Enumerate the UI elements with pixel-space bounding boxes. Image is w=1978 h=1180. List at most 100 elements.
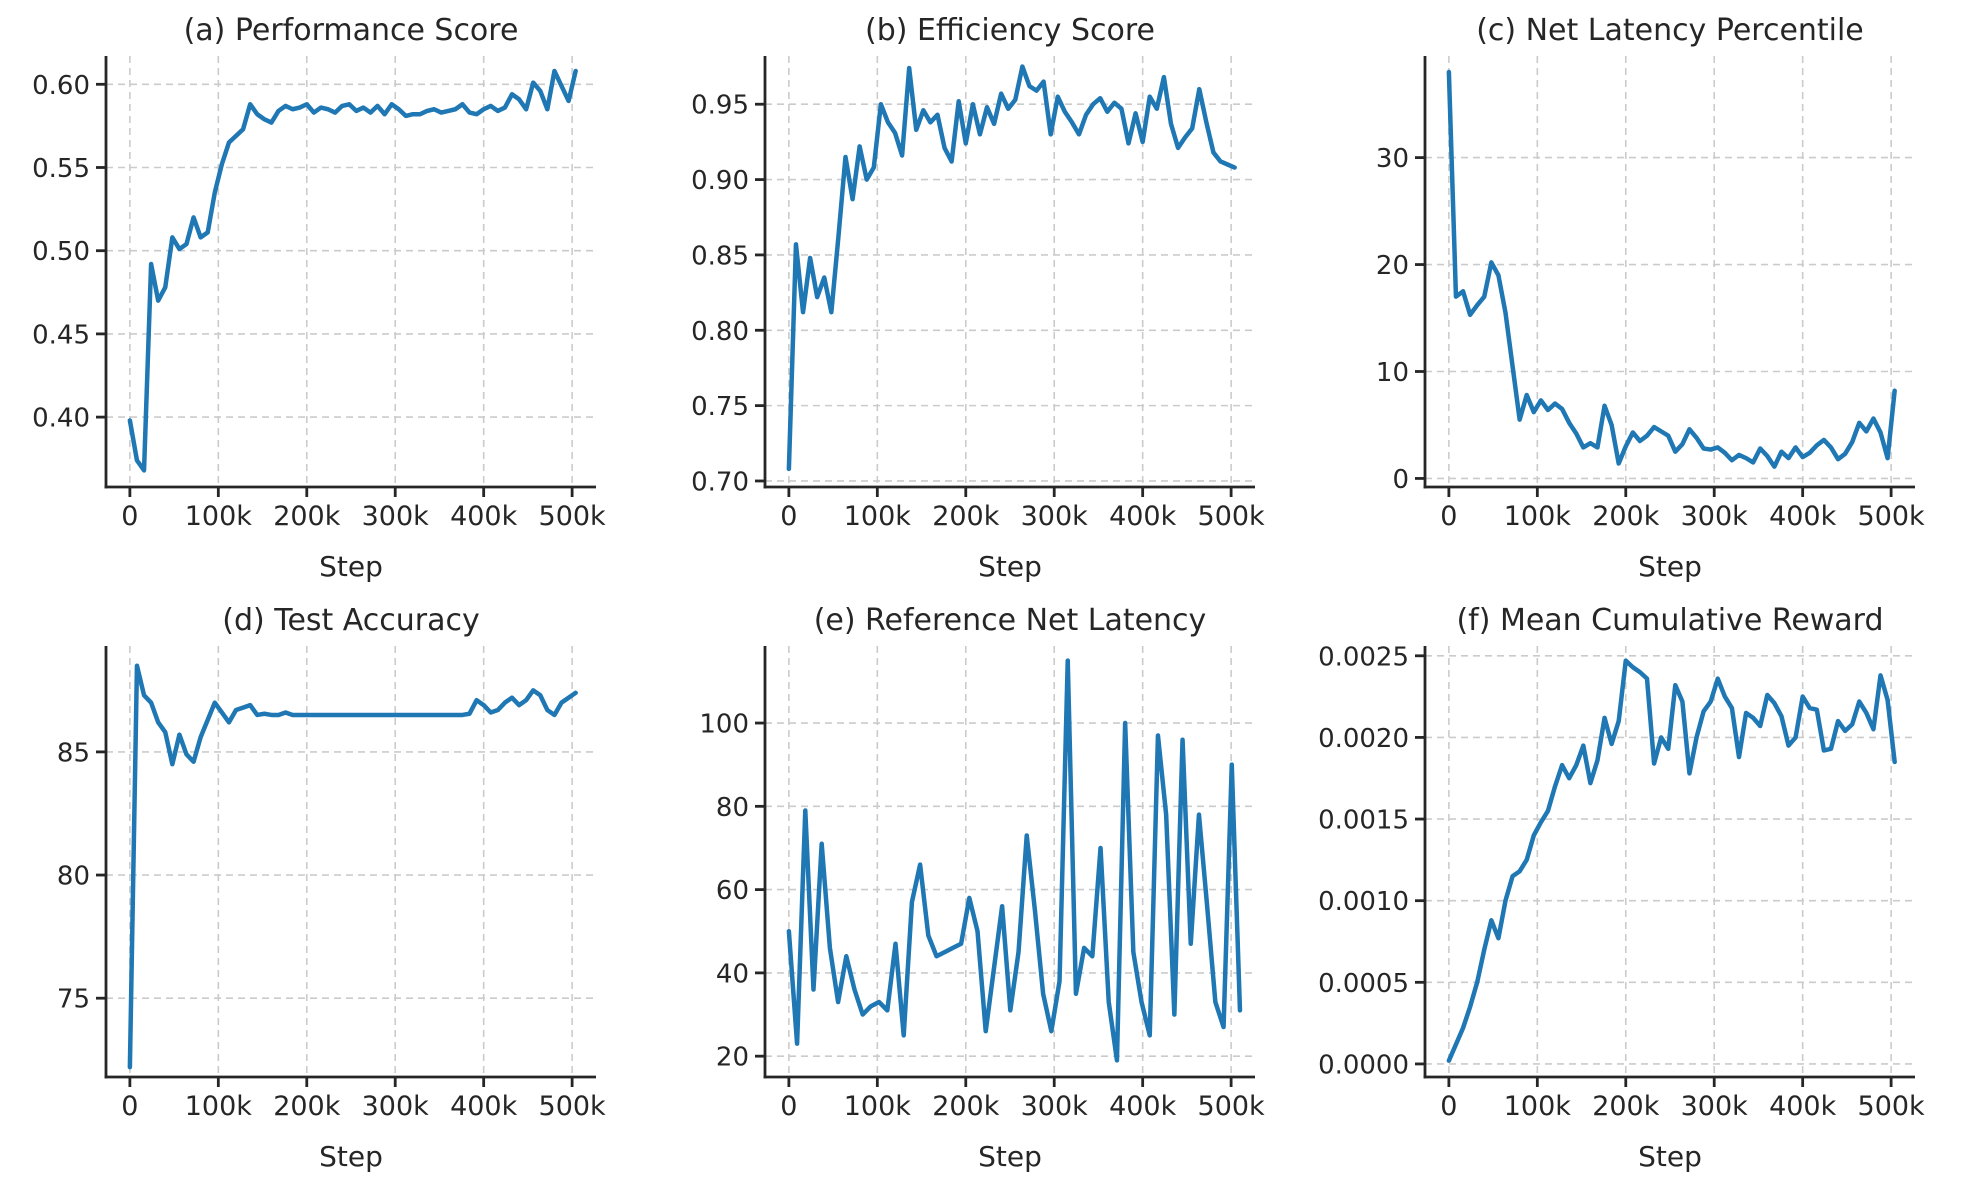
y-tick-label: 80 [716,793,749,823]
y-tick-label: 0.95 [691,91,749,121]
subplot-performance-score: 0 100k 200k 300k 400k 500k 0.40 0.45 0.50 0.55 0.6… [0,0,659,590]
x-tick-label: 100k [185,501,253,532]
x-axis-label: Step [1638,550,1702,583]
x-tick-label: 500k [1857,1091,1925,1122]
chart-canvas-a: 0 100k 200k 300k 400k 500k 0.40 0.45 0.50 0.55 0.6… [32,13,607,583]
y-tick-label: 0.0025 [1319,642,1409,672]
x-tick-label: 200k [1592,1091,1660,1122]
y-tick-label: 30 [1376,144,1409,174]
y-tick-label: 100 [700,710,750,740]
x-tick-label: 0 [121,1091,138,1122]
y-tick-label: 20 [1376,251,1409,281]
x-tick-label: 500k [539,501,607,532]
x-tick-label: 100k [844,501,912,532]
x-tick-label: 0 [781,501,798,532]
x-tick-label: 500k [1198,501,1266,532]
series-line [1446,69,1897,469]
chart-title: (f) Mean Cumulative Reward [1456,603,1883,638]
chart-title: (d) Test Accuracy [222,603,479,638]
x-tick-label: 100k [1503,501,1571,532]
x-tick-label: 0 [1440,501,1457,532]
x-tick-label: 300k [362,1091,430,1122]
y-tick-label: 20 [716,1043,749,1073]
grid [105,56,596,487]
x-tick-label: 500k [1857,501,1925,532]
subplot-reference-net-latency: 0 100k 200k 300k 400k 500k 20 40 60 80 100 (e) Refe… [659,590,1318,1180]
x-tick-label: 0 [1440,1091,1457,1122]
series-line [1446,658,1897,1063]
x-tick-label: 100k [844,1091,912,1122]
chart-title: (a) Performance Score [184,13,519,48]
chart-canvas-c: 0 100k 200k 300k 400k 500k 0 10 20 30 (c) Net Late… [1376,13,1925,583]
x-tick-label: 300k [1021,501,1089,532]
y-tick-label: 0.60 [32,71,90,101]
x-tick-label: 100k [185,1091,253,1122]
grid [1424,56,1915,487]
x-axis-label: Step [978,550,1042,583]
x-tick-label: 400k [1769,501,1837,532]
grid [1424,646,1915,1077]
y-tick-label: 0.80 [691,317,749,347]
y-tick-label: 0.85 [691,241,749,271]
chart-title: (e) Reference Net Latency [814,603,1207,638]
x-tick-label: 100k [1503,1091,1571,1122]
y-tick-label: 10 [1376,358,1409,388]
y-tick-label: 60 [716,876,749,906]
y-tick-label: 0.45 [32,320,90,350]
x-tick-label: 200k [933,501,1001,532]
x-axis-label: Step [319,1140,383,1173]
subplot-test-accuracy: 0 100k 200k 300k 400k 500k 75 80 85 (d) Test Accu… [0,590,659,1180]
x-tick-label: 300k [1680,501,1748,532]
x-axis-label: Step [1638,1140,1702,1173]
chart-canvas-f: 0 100k 200k 300k 400k 500k 0.0000 0.0005 0.0010 0… [1319,603,1925,1173]
x-tick-label: 300k [1680,1091,1748,1122]
x-tick-label: 500k [1198,1091,1266,1122]
x-tick-label: 200k [273,501,341,532]
x-tick-label: 400k [450,1091,518,1122]
grid [765,56,1256,487]
grid [105,646,596,1077]
y-tick-label: 0.0015 [1319,806,1409,836]
chart-canvas-d: 0 100k 200k 300k 400k 500k 75 80 85 (d) Test Accu… [57,603,607,1173]
y-tick-label: 0.90 [691,166,749,196]
x-tick-label: 0 [781,1091,798,1122]
subplot-efficiency-score: 0 100k 200k 300k 400k 500k 0.70 0.75 0.80 0.85 0.9… [659,0,1318,590]
y-tick-label: 0.0005 [1319,969,1409,999]
x-axis-label: Step [319,550,383,583]
y-tick-label: 0.0010 [1319,887,1409,917]
y-tick-label: 0 [1392,465,1409,495]
y-tick-label: 0.50 [32,237,90,267]
x-tick-label: 400k [450,501,518,532]
x-tick-label: 200k [933,1091,1001,1122]
y-tick-label: 0.70 [691,467,749,497]
chart-title: (b) Efficiency Score [865,13,1155,48]
x-tick-label: 0 [121,501,138,532]
y-tick-label: 0.55 [32,154,90,184]
y-tick-label: 0.40 [32,404,90,434]
y-tick-label: 40 [716,959,749,989]
series-line [127,68,578,473]
y-tick-label: 80 [57,862,90,892]
series-line [127,663,578,1070]
x-axis-label: Step [978,1140,1042,1173]
x-tick-label: 500k [539,1091,607,1122]
chart-canvas-e: 0 100k 200k 300k 400k 500k 20 40 60 80 100 (e) Refe… [700,603,1266,1173]
x-tick-label: 400k [1109,501,1177,532]
x-tick-label: 200k [273,1091,341,1122]
x-tick-label: 400k [1109,1091,1177,1122]
y-tick-label: 0.0020 [1319,724,1409,754]
y-tick-label: 0.0000 [1319,1050,1409,1080]
y-tick-label: 0.75 [691,392,749,422]
y-tick-label: 75 [57,985,90,1015]
series-line [786,64,1238,472]
x-tick-label: 300k [1021,1091,1089,1122]
chart-title: (c) Net Latency Percentile [1476,13,1864,48]
x-tick-label: 400k [1769,1091,1837,1122]
y-tick-label: 85 [57,738,90,768]
chart-canvas-b: 0 100k 200k 300k 400k 500k 0.70 0.75 0.80 0.85 0.9… [691,13,1266,583]
subplot-mean-cumulative-reward: 0 100k 200k 300k 400k 500k 0.0000 0.0005 0.0010 0… [1319,590,1978,1180]
x-tick-label: 200k [1592,501,1660,532]
x-tick-label: 300k [362,501,430,532]
